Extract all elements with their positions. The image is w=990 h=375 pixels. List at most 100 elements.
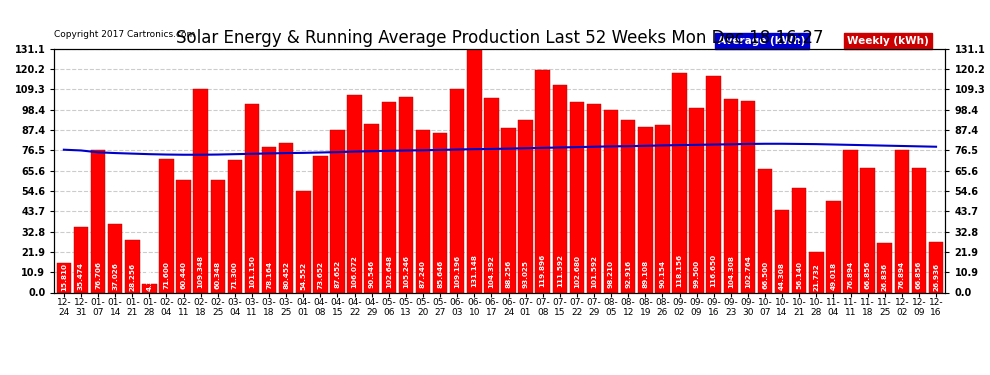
Text: 71.600: 71.600 — [163, 261, 169, 289]
Text: Weekly (kWh): Weekly (kWh) — [847, 36, 930, 46]
Bar — [399, 97, 413, 292]
Bar — [895, 150, 909, 292]
Text: 90.154: 90.154 — [659, 260, 665, 288]
Bar — [125, 240, 140, 292]
Bar — [484, 98, 499, 292]
Bar — [519, 120, 533, 292]
Text: 76.894: 76.894 — [847, 261, 853, 289]
Text: 111.592: 111.592 — [556, 254, 562, 287]
Title: Solar Energy & Running Average Production Last 52 Weeks Mon Dec 18 16:27: Solar Energy & Running Average Productio… — [176, 29, 824, 47]
Bar — [587, 104, 601, 292]
Text: 119.896: 119.896 — [540, 254, 545, 287]
Text: 101.592: 101.592 — [591, 255, 597, 288]
Bar — [73, 226, 88, 292]
Bar — [604, 110, 619, 292]
Bar — [792, 188, 807, 292]
Text: 104.392: 104.392 — [488, 255, 494, 288]
Text: 71.300: 71.300 — [232, 261, 238, 289]
Bar — [707, 76, 721, 292]
Text: 89.108: 89.108 — [643, 260, 648, 288]
Text: 4.312: 4.312 — [147, 268, 152, 291]
Bar — [228, 160, 243, 292]
Bar — [860, 168, 875, 292]
Text: 80.452: 80.452 — [283, 261, 289, 289]
Bar — [313, 156, 328, 292]
Bar — [621, 120, 636, 292]
Bar — [638, 127, 652, 292]
Text: 99.500: 99.500 — [694, 260, 700, 288]
Text: 87.240: 87.240 — [420, 261, 426, 288]
Bar — [827, 201, 841, 292]
Text: 131.148: 131.148 — [471, 254, 477, 287]
Text: 73.652: 73.652 — [318, 261, 324, 289]
Text: 87.652: 87.652 — [335, 260, 341, 288]
Text: 109.196: 109.196 — [454, 254, 460, 288]
Bar — [912, 168, 927, 292]
Bar — [159, 159, 173, 292]
Bar — [501, 128, 516, 292]
Text: 60.440: 60.440 — [180, 261, 186, 290]
Text: 90.546: 90.546 — [368, 260, 374, 288]
Text: 104.308: 104.308 — [728, 255, 734, 288]
Bar — [672, 73, 687, 292]
Text: 116.650: 116.650 — [711, 254, 717, 287]
Bar — [809, 252, 824, 292]
Text: 66.856: 66.856 — [916, 261, 922, 289]
Bar — [331, 129, 345, 292]
Text: 60.348: 60.348 — [215, 261, 221, 290]
Bar — [741, 101, 755, 292]
Bar — [279, 143, 293, 292]
Text: 92.916: 92.916 — [626, 260, 632, 288]
Bar — [449, 90, 464, 292]
Bar — [245, 104, 259, 292]
Bar — [91, 150, 105, 292]
Text: 109.348: 109.348 — [198, 255, 204, 288]
Text: 93.025: 93.025 — [523, 260, 529, 288]
Text: 88.256: 88.256 — [506, 260, 512, 288]
Text: 56.140: 56.140 — [796, 261, 802, 290]
Bar — [775, 210, 789, 292]
Text: 76.706: 76.706 — [95, 261, 101, 289]
Text: 105.246: 105.246 — [403, 255, 409, 288]
Bar — [433, 133, 447, 292]
Text: 66.500: 66.500 — [762, 261, 768, 289]
Text: 26.936: 26.936 — [933, 262, 940, 291]
Text: 85.646: 85.646 — [438, 260, 444, 288]
Bar — [108, 224, 123, 292]
Bar — [724, 99, 739, 292]
Bar — [261, 147, 276, 292]
Text: 118.156: 118.156 — [676, 254, 682, 287]
Text: 54.552: 54.552 — [300, 261, 306, 290]
Text: 28.256: 28.256 — [130, 262, 136, 291]
Text: 98.210: 98.210 — [608, 260, 614, 288]
Text: 66.856: 66.856 — [864, 261, 870, 289]
Text: 101.150: 101.150 — [248, 255, 255, 288]
Text: 78.164: 78.164 — [266, 261, 272, 289]
Text: 102.648: 102.648 — [386, 255, 392, 288]
Bar — [193, 89, 208, 292]
Bar — [689, 108, 704, 292]
Bar — [416, 130, 431, 292]
Bar — [347, 95, 362, 292]
Text: 102.680: 102.680 — [574, 255, 580, 288]
Text: Average (kWh): Average (kWh) — [719, 36, 806, 46]
Text: 106.072: 106.072 — [351, 255, 357, 288]
Bar — [655, 125, 669, 292]
Bar — [211, 180, 225, 292]
Text: 44.308: 44.308 — [779, 262, 785, 290]
Text: 21.732: 21.732 — [814, 263, 820, 291]
Bar — [877, 243, 892, 292]
Bar — [569, 102, 584, 292]
Bar — [536, 70, 550, 292]
Bar — [757, 169, 772, 292]
Bar — [381, 102, 396, 292]
Bar — [467, 49, 481, 292]
Text: 15.810: 15.810 — [60, 263, 67, 291]
Bar — [552, 85, 567, 292]
Text: 102.764: 102.764 — [744, 255, 751, 288]
Bar — [364, 124, 379, 292]
Bar — [929, 242, 943, 292]
Text: 37.026: 37.026 — [112, 262, 118, 290]
Bar — [296, 191, 311, 292]
Text: 76.894: 76.894 — [899, 261, 905, 289]
